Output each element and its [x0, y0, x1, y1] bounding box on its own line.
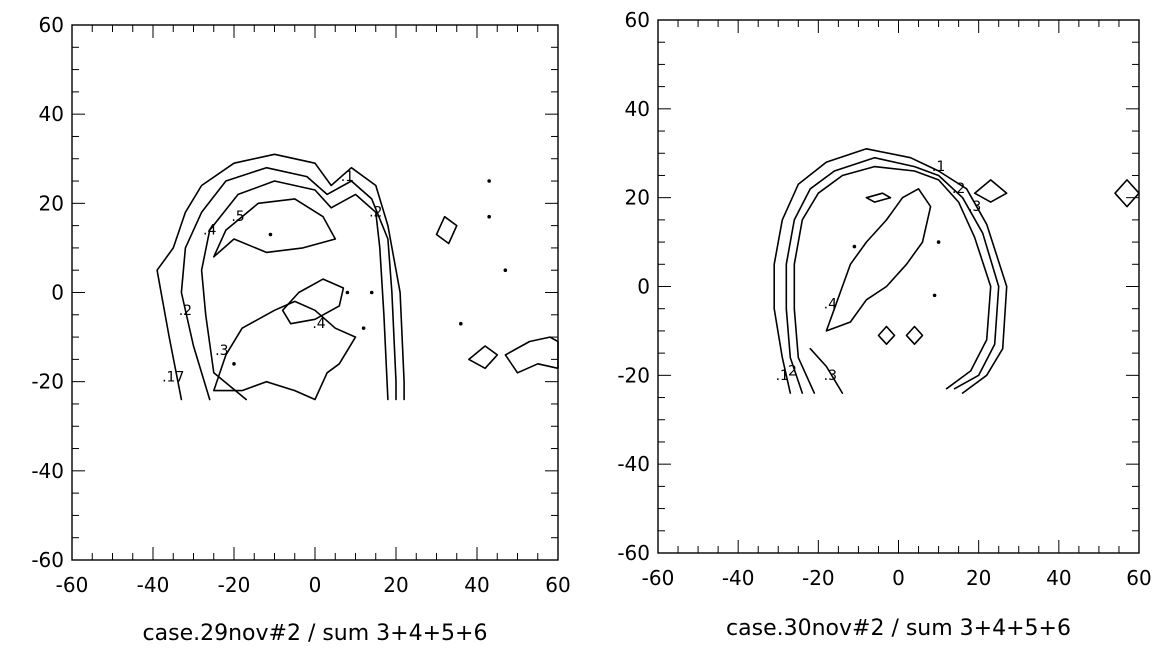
- contour-label: .3: [968, 199, 981, 215]
- contour-label: .4: [824, 297, 837, 313]
- x-tick-label: -40: [137, 573, 170, 597]
- contour-speck: [936, 240, 941, 244]
- contour-label: .1: [341, 169, 354, 185]
- x-tick-label: 60: [1126, 566, 1151, 590]
- x-tick-label: -20: [218, 573, 251, 597]
- x-tick-label: -60: [642, 566, 675, 590]
- contour-speck: [487, 179, 491, 183]
- contour-label: .4: [203, 223, 216, 239]
- contour-label: .2: [784, 363, 797, 379]
- y-tick-label: -60: [617, 541, 650, 565]
- contour-line-level-4: [825, 188, 932, 332]
- contour-line-level-1: [877, 325, 896, 345]
- y-tick-label: 60: [39, 13, 64, 37]
- contour-speck: [487, 214, 491, 219]
- contour-line-level-1: [435, 215, 458, 245]
- contour-line-level-1: [905, 325, 924, 345]
- contour-label: .5: [231, 209, 244, 225]
- contour-line-level-4: [213, 198, 337, 258]
- contour-label: .3: [215, 343, 228, 359]
- x-tick-label: 60: [545, 573, 570, 597]
- contour-line-level-2: [180, 166, 397, 401]
- contour-plot-1: -60 -40 -20 0 20 40 60 -60 -40 -20 0 20 40 60 .1 .2 .5 .4…: [31, 13, 570, 646]
- contour-speck: [503, 268, 508, 273]
- contour-line-level-3: [200, 180, 389, 401]
- plot-caption: case.30nov#2 / sum 3+4+5+6: [726, 616, 1071, 641]
- x-tick-label: 40: [464, 573, 489, 597]
- contour-line-level-1: [504, 336, 559, 374]
- contour-line-level-1: [973, 179, 1008, 203]
- contour-line-level-1: [468, 345, 499, 370]
- x-tick-label: 20: [966, 566, 991, 590]
- contour-label: .1: [932, 159, 945, 175]
- x-tick-label: 0: [309, 573, 322, 597]
- y-tick-label: 40: [625, 97, 650, 121]
- contour-label: .2: [952, 181, 965, 197]
- y-tick-label: 60: [625, 8, 650, 32]
- contour-label: .1: [776, 368, 789, 384]
- contour-speck: [932, 293, 937, 298]
- contour-speck: [268, 232, 273, 237]
- contour-line-level-1: [156, 153, 405, 401]
- y-tick-label: 20: [625, 186, 650, 210]
- plot-frame: [71, 24, 559, 561]
- contour-line-level-3: [793, 165, 992, 394]
- x-tick-label: 20: [383, 573, 408, 597]
- x-tick-label: 40: [1046, 566, 1071, 590]
- contour-speck: [361, 326, 366, 330]
- contour-label: .4: [312, 316, 325, 332]
- x-tick-label: 0: [892, 566, 905, 590]
- contour-plot-2: -60 -40 -20 0 20 40 60-60-40-200204060.1.2.3.4…: [617, 8, 1151, 641]
- contour-line-level-1: [773, 148, 1008, 394]
- contour-line-level-5: [281, 278, 345, 325]
- y-tick-label: -40: [617, 452, 650, 476]
- x-tick-label: -60: [56, 573, 89, 597]
- y-tick-label: -20: [31, 370, 64, 394]
- contour-line-level-4: [213, 300, 357, 401]
- y-tick-label: 0: [637, 275, 650, 299]
- contour-label: .2: [179, 303, 192, 319]
- y-tick-label: 0: [51, 281, 64, 305]
- contour-speck: [345, 290, 350, 295]
- contour-label: .3: [824, 368, 837, 384]
- x-tick-label: -40: [722, 566, 755, 590]
- y-tick-label: 40: [39, 102, 64, 126]
- contour-line-level-3: [809, 347, 844, 394]
- plot-caption: case.29nov#2 / sum 3+4+5+6: [143, 621, 488, 646]
- y-tick-label: -20: [617, 363, 650, 387]
- contour-line-level-1: [865, 192, 892, 203]
- contour-speck: [852, 244, 857, 249]
- contour-line-level-1: [1114, 179, 1140, 208]
- contour-speck: [369, 290, 374, 295]
- contour-speck: [459, 321, 463, 326]
- contour-label: .17: [162, 370, 184, 386]
- x-tick-label: -20: [802, 566, 835, 590]
- y-tick-label: -40: [31, 459, 64, 483]
- contour-speck: [232, 362, 236, 366]
- plot-frame: [657, 19, 1140, 554]
- y-tick-label: 20: [39, 191, 64, 215]
- contour-label: .2: [369, 205, 382, 221]
- y-tick-label: -60: [31, 548, 64, 572]
- contour-line-level-2: [785, 156, 1000, 394]
